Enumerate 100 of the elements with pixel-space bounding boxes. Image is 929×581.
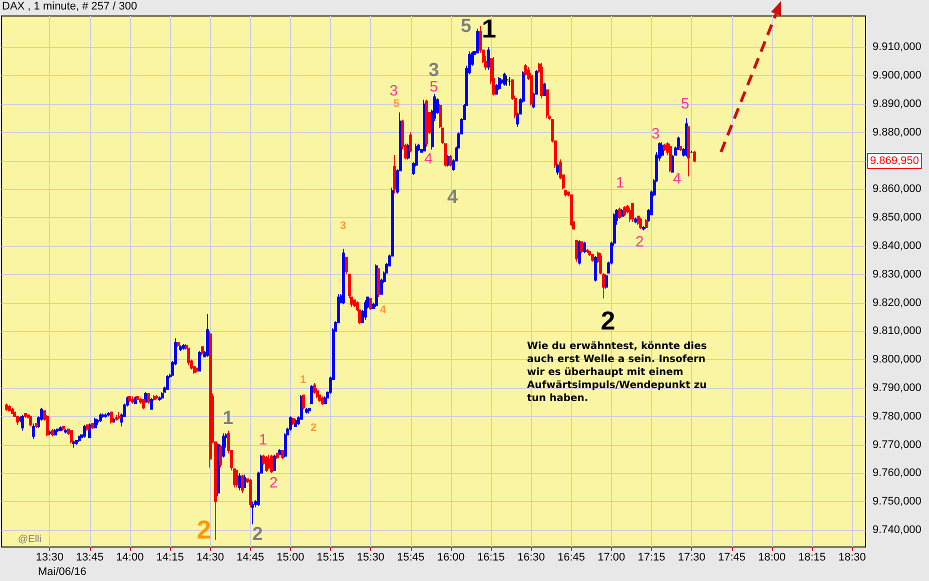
candlestick (155, 394, 158, 400)
candlestick (238, 472, 241, 491)
candlestick (449, 154, 452, 167)
candlestick (393, 154, 396, 194)
y-tick-label: 9.890,000 (872, 98, 922, 110)
candlestick (669, 143, 672, 173)
candlestick (302, 394, 305, 410)
candlestick (618, 207, 621, 220)
candlestick (364, 299, 367, 320)
candlestick (377, 268, 380, 298)
annotation: @Elli (18, 534, 42, 545)
annotation: 5 (430, 78, 438, 96)
x-tick-label: 14:30 (196, 552, 224, 564)
candlestick (693, 150, 696, 163)
y-tick-label: 9.790,000 (872, 382, 922, 394)
candlestick (21, 414, 24, 432)
text: 9.869,950 (867, 153, 922, 169)
annotation: 2 (252, 524, 263, 546)
y-tick-label: 9.850,000 (872, 212, 922, 224)
candlestick (104, 413, 107, 418)
candlestick (631, 202, 634, 222)
candlestick (118, 412, 121, 420)
candlestick (142, 398, 145, 410)
x-tick-label: 18:15 (798, 552, 826, 564)
candlestick (645, 218, 648, 230)
candlestick (35, 422, 38, 428)
candlestick (273, 454, 276, 471)
candlestick (249, 478, 252, 508)
candlestick (661, 142, 664, 158)
annotation: 4 (447, 186, 458, 208)
candlestick (144, 392, 147, 403)
candlestick (182, 343, 185, 350)
candlestick (476, 28, 479, 54)
annotation: Wie du erwähntest, könnte dies auch erst Welle a sein. Insofern wir es überhaupt mit einem Aufwärtsimpuls/Wendepunkt zu tun haben. (527, 340, 707, 405)
candlestick (353, 299, 356, 308)
candlestick (679, 146, 682, 152)
candlestick (29, 416, 32, 427)
candlestick (623, 206, 626, 217)
candlestick (369, 298, 372, 310)
annotation: 4 (380, 304, 386, 316)
x-tick-label: 14:45 (236, 552, 264, 564)
candlestick (642, 226, 645, 231)
candlestick (409, 132, 412, 153)
x-tick-label: 15:15 (316, 552, 344, 564)
candlestick (99, 413, 102, 423)
annotation: 4 (424, 150, 433, 168)
candlestick (305, 407, 308, 414)
annotation: 2 (269, 474, 278, 491)
candlestick (278, 448, 281, 456)
y-tick-label: 9.770,000 (872, 438, 922, 451)
candlestick (492, 56, 495, 96)
x-tick-label: 15:30 (356, 552, 384, 564)
y-tick-label: 9.810,000 (872, 325, 922, 338)
x-tick-label: 18:30 (838, 552, 866, 564)
candlestick (64, 428, 67, 434)
candlestick (219, 444, 222, 468)
candlestick (46, 414, 49, 437)
candlestick (639, 217, 642, 230)
x-tick-label: 17:00 (598, 552, 626, 564)
candlestick (663, 143, 666, 152)
candlestick (591, 254, 594, 262)
candlestick (524, 64, 527, 76)
candlestick (72, 440, 75, 448)
candlestick (94, 417, 97, 428)
candlestick (16, 416, 19, 426)
annotation: 4 (672, 170, 682, 188)
candlestick (586, 248, 589, 254)
candlestick (86, 424, 89, 432)
candlestick (153, 394, 156, 402)
annotation: 1 (222, 408, 234, 430)
candlestick (503, 72, 506, 86)
candlestick (150, 397, 153, 410)
y-tick-label: 9.760,000 (872, 467, 922, 480)
y-tick-label: 9.860,000 (872, 183, 922, 196)
candlestick (206, 314, 209, 358)
annotation: 1 (258, 432, 268, 448)
candlestick (580, 241, 583, 254)
y-tick-label: 9.750,000 (872, 496, 922, 508)
candlestick (570, 194, 573, 227)
candlestick (110, 412, 113, 424)
candlestick (321, 396, 324, 406)
candlestick (634, 217, 637, 224)
x-tick-label: 17:30 (678, 552, 706, 564)
candlestick (158, 396, 161, 402)
candlestick (292, 417, 295, 426)
candlestick (265, 456, 268, 472)
annotation: 2 (600, 306, 616, 336)
candlestick (187, 348, 190, 366)
candlestick (308, 407, 311, 414)
candlestick (276, 452, 279, 460)
candlestick (177, 342, 180, 348)
annotation: 5 (393, 98, 400, 110)
x-tick-label: 16:00 (437, 552, 465, 564)
x-tick-label: 15:45 (397, 552, 425, 564)
candlestick (62, 426, 65, 432)
x-tick-label: 17:15 (638, 552, 666, 564)
candlestick (425, 99, 428, 148)
y-tick-label: 9.900,000 (872, 70, 922, 82)
candlestick (8, 404, 11, 412)
candlestick (107, 412, 110, 417)
